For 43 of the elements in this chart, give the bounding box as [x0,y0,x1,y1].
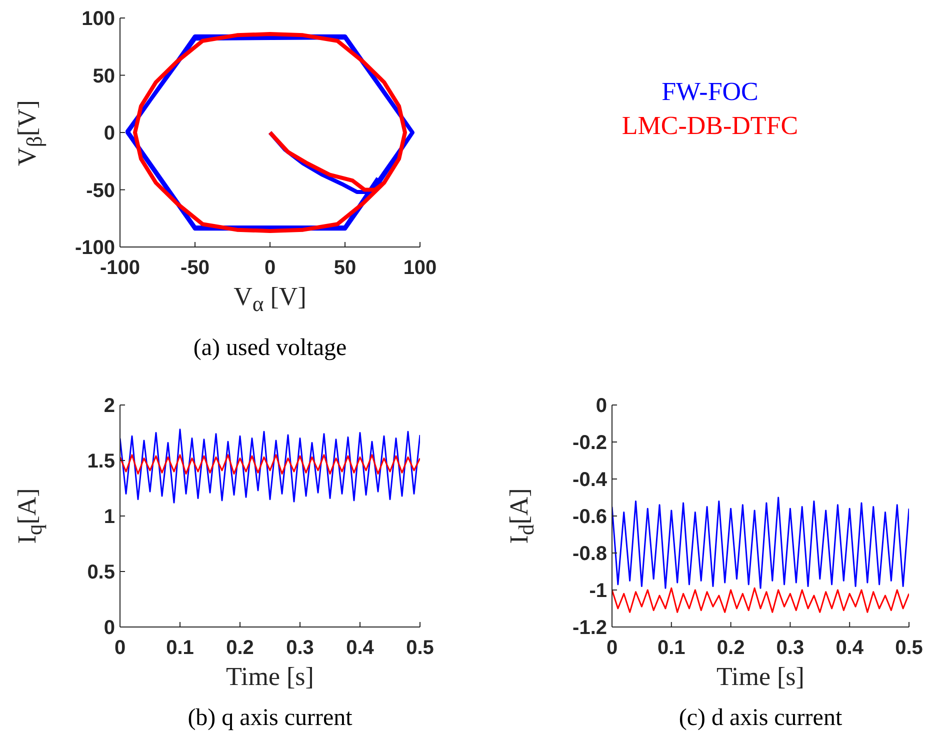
x-tick-label: 0.4 [836,637,864,660]
y-tick-label: -100 [74,237,115,260]
line-series [120,454,420,475]
text: LMC-DB-DTFC [620,110,800,142]
line-series [612,496,909,589]
y-tick-label: 1 [104,506,115,528]
y-tick-label: -1.2 [572,617,607,640]
y-tick-label: -0.4 [572,469,608,492]
y-tick-label: 50 [92,65,115,88]
x-axis-title: Time [s] [716,662,806,692]
x-tick-label: 0.1 [657,637,686,660]
x-tick-label: 0 [264,257,276,280]
y-tick-label: -0.8 [572,543,607,566]
text: (c) d axis current [678,705,844,732]
text: (b) q axis current [186,705,354,732]
line-series [612,587,909,613]
y-tick-label: 2 [104,395,115,418]
y-tick-label: -0.2 [572,432,607,454]
x-tick-label: 0.5 [406,637,434,660]
x-axis-title: Time [s] [225,662,315,692]
x-tick-label: 0.1 [166,637,194,660]
x-tick-label: 0.5 [895,637,923,660]
x-tick-label: 50 [334,257,356,280]
x-tick-label: 0.4 [346,637,375,660]
y-tick-label: -1 [589,580,607,602]
x-tick-label: 0.3 [286,637,314,660]
x-tick-label: 0.2 [716,637,745,660]
x-tick-label: 0.2 [226,637,254,660]
y-tick-label: 0 [104,122,115,145]
text: (a) used voltage [192,335,348,362]
y-tick-label: 0.5 [87,562,115,584]
y-tick-label: -0.6 [572,506,607,528]
y-tick-label: 1.5 [87,450,115,473]
y-tick-label: 100 [82,8,115,30]
y-tick-label: 0 [596,395,607,418]
x-tick-label: 0.3 [776,637,804,660]
x-tick-label: -50 [180,257,210,280]
x-tick-label: 100 [403,257,437,280]
x-axis-title: V$_{α}$ [V] [232,282,308,318]
text: FW-FOC [660,76,760,108]
y-tick-label: -50 [86,180,115,202]
y-tick-label: 0 [104,617,115,640]
line-series [120,428,420,504]
